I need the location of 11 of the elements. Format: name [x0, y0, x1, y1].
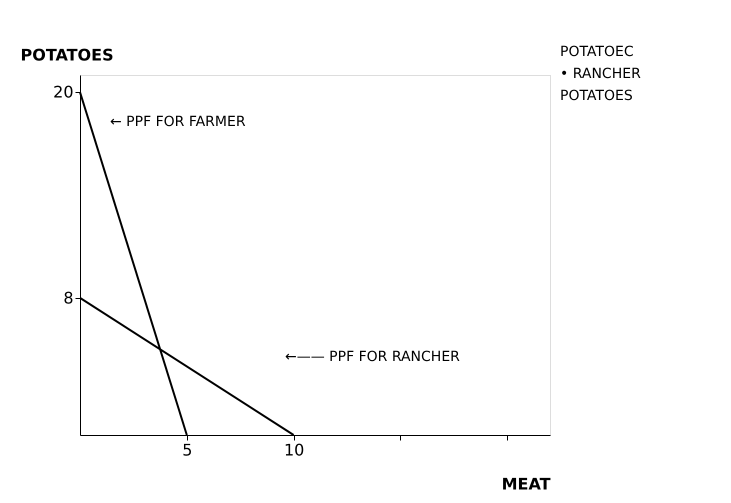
y-axis-title: POTATOES [20, 46, 114, 64]
annotation: ←—— PPF FOR RANCHER [285, 349, 460, 365]
x-axis-title: MEAT [502, 474, 551, 494]
x-tick-label: 5 [182, 440, 192, 460]
x-tick-label: 10 [284, 440, 304, 460]
text: POTATOEC [560, 44, 634, 60]
text: • RANCHER [560, 66, 642, 82]
y-tick-label: 8 [63, 288, 74, 308]
text: POTATOES [560, 88, 633, 104]
annotation: ← PPF FOR FARMER [110, 114, 246, 130]
y-tick-label: 20 [53, 82, 74, 102]
